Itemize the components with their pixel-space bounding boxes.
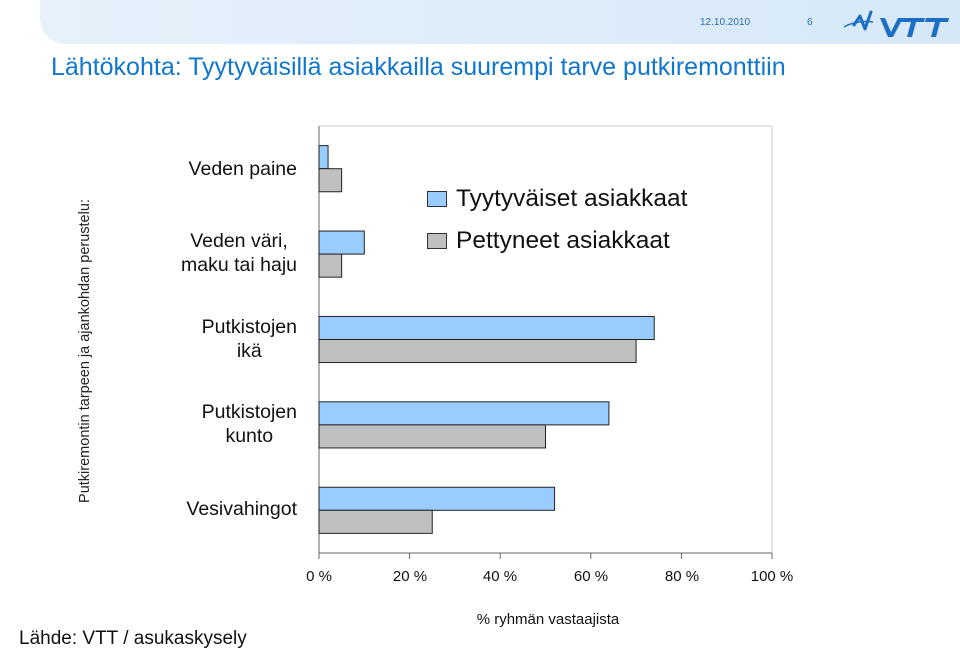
x-tick-label-0: 0 % <box>306 568 332 585</box>
bar-disappointed <box>318 253 343 278</box>
slide-title: Lähtökohta: Tyytyväisillä asiakkailla su… <box>51 53 786 81</box>
x-axis-ticks <box>318 553 773 559</box>
x-tick-label-80: 80 % <box>664 568 700 585</box>
category-label-putkistojen-kunto: Putkistojen kunto <box>201 401 297 447</box>
legend-item-disappointed: Pettyneet asiakkaat <box>427 220 687 262</box>
legend-label-disappointed: Pettyneet asiakkaat <box>456 227 670 254</box>
category-label-veden-vari: Veden väri, maku tai haju <box>181 230 297 276</box>
legend-swatch-satisfied <box>427 191 447 207</box>
category-label-veden-paine: Veden paine <box>188 158 297 180</box>
bar-disappointed <box>318 424 546 449</box>
x-tick-label-100: 100 % <box>750 568 794 585</box>
source-note: Lähde: VTT / asukaskysely <box>19 628 247 649</box>
x-tick-label-40: 40 % <box>482 568 518 585</box>
bar-satisfied <box>318 145 329 170</box>
bar-disappointed <box>318 168 343 193</box>
x-tick-label-20: 20 % <box>392 568 428 585</box>
legend-label-satisfied: Tyytyväiset asiakkaat <box>456 185 688 212</box>
bar-disappointed <box>318 509 433 534</box>
bar-satisfied <box>318 401 610 426</box>
x-axis-label: % ryhmän vastaajista <box>476 611 620 628</box>
category-label-putkistojen-ika: Putkistojen ikä <box>201 316 297 362</box>
header-banner <box>40 0 960 44</box>
bar-satisfied <box>318 230 365 255</box>
bar-satisfied <box>318 486 556 511</box>
bar-group <box>318 145 655 534</box>
page-number: 6 <box>807 17 813 28</box>
slide-date: 12.10.2010 <box>700 17 751 28</box>
chart-legend: Tyytyväiset asiakkaat Pettyneet asiakkaa… <box>427 178 687 262</box>
category-label-vesivahingot: Vesivahingot <box>186 498 297 520</box>
legend-swatch-disappointed <box>427 233 447 249</box>
x-tick-label-60: 60 % <box>573 568 609 585</box>
bar-satisfied <box>318 315 655 340</box>
legend-item-satisfied: Tyytyväiset asiakkaat <box>427 178 687 220</box>
vtt-logo <box>843 10 949 37</box>
bar-disappointed <box>318 339 637 364</box>
